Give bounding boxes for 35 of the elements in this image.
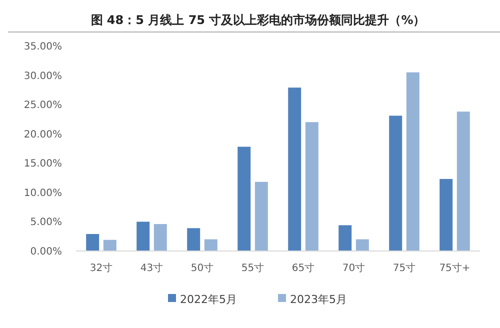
y-tick-label: 35.00%: [24, 42, 62, 52]
bar: [154, 224, 167, 251]
bar: [238, 146, 251, 251]
bar: [456, 112, 470, 251]
chart-title: 图 48：5 月线上 75 寸及以上彩电的市场份额同比提升（%）: [90, 13, 426, 27]
y-tick-label: 20.00%: [24, 129, 62, 140]
y-tick-label: 0.00%: [30, 246, 62, 258]
bar: [338, 225, 352, 251]
bar: [254, 182, 268, 251]
y-tick-label: 25.00%: [24, 100, 62, 112]
x-tick-label: 75寸: [392, 262, 416, 274]
x-tick-label: 55寸: [241, 262, 264, 274]
bar: [136, 222, 150, 251]
legend-label: 2023年5月: [290, 292, 347, 306]
bar: [86, 234, 100, 251]
x-tick-label: 50寸: [190, 262, 214, 274]
x-tick-label: 32寸: [90, 262, 113, 274]
x-tick-label: 70寸: [342, 262, 366, 274]
bar: [356, 239, 369, 251]
bar: [305, 122, 318, 251]
legend-label: 2022年5月: [180, 292, 237, 306]
y-tick-label: 10.00%: [24, 188, 62, 199]
y-tick-label: 5.00%: [30, 217, 62, 228]
bar: [204, 239, 218, 251]
bar: [440, 178, 453, 251]
bar: [103, 240, 116, 251]
y-tick-label: 15.00%: [24, 158, 62, 170]
bar: [406, 72, 420, 251]
x-tick-label: 65寸: [292, 262, 315, 274]
y-tick-label: 30.00%: [24, 70, 62, 82]
bar: [187, 228, 200, 251]
x-tick-label: 75寸+: [439, 262, 470, 274]
bar: [288, 88, 302, 251]
x-tick-label: 43寸: [140, 262, 164, 274]
bar: [389, 116, 402, 251]
